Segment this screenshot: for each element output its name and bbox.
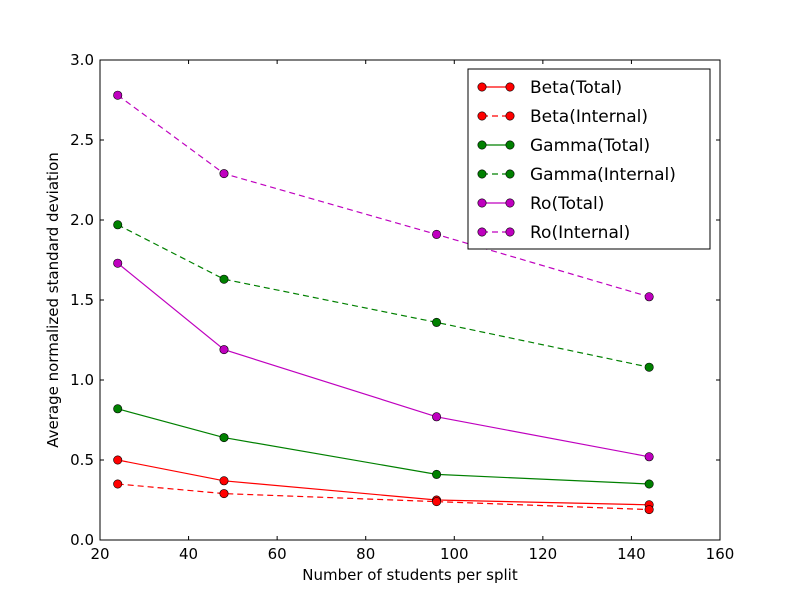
series-line	[117, 262, 650, 458]
x-tick-label: 160	[706, 545, 735, 563]
series-line	[117, 408, 650, 485]
data-point	[113, 258, 123, 268]
data-point	[219, 489, 229, 499]
data-point	[113, 455, 123, 465]
y-tick-label: 0.5	[70, 451, 94, 469]
data-point	[113, 90, 123, 100]
series-line	[117, 94, 650, 298]
data-point	[219, 169, 229, 179]
y-tick-label: 1.5	[70, 291, 94, 309]
data-point	[644, 452, 654, 462]
legend-label: Ro(Internal)	[530, 223, 630, 243]
data-point	[644, 362, 654, 372]
data-point	[432, 469, 442, 479]
legend-marker	[505, 111, 515, 121]
x-tick-label: 60	[268, 545, 287, 563]
legend-marker	[505, 169, 515, 179]
series-line	[117, 224, 650, 368]
series-line	[117, 459, 650, 506]
x-tick-label: 20	[90, 545, 109, 563]
data-point	[219, 274, 229, 284]
y-tick-label: 3.0	[70, 51, 94, 69]
ticks-layer: 20 40 60 80 100 120 140 160 0.0 0.5 1.0 1.5 2.0 2.5 3.…	[70, 51, 734, 563]
data-point	[432, 412, 442, 422]
data-point	[432, 317, 442, 327]
legend-label: Gamma(Total)	[530, 136, 650, 156]
data-point	[644, 479, 654, 489]
x-tick-label: 100	[440, 545, 469, 563]
data-point	[113, 479, 123, 489]
legend-marker	[477, 140, 487, 150]
data-point	[113, 220, 123, 230]
legend-label: Beta(Total)	[530, 78, 622, 98]
legend-label: Ro(Total)	[530, 194, 604, 214]
data-point	[219, 433, 229, 443]
y-tick-label: 2.5	[70, 131, 94, 149]
data-point	[644, 505, 654, 515]
legend-box	[467, 68, 711, 250]
legend-marker	[505, 82, 515, 92]
x-tick-label: 80	[356, 545, 375, 563]
data-point	[644, 292, 654, 302]
legend-marker	[477, 111, 487, 121]
legend-marker	[477, 169, 487, 179]
legend-marker	[477, 227, 487, 237]
legend-label: Gamma(Internal)	[530, 165, 676, 185]
y-axis-label: Average normalized standard deviation	[44, 152, 62, 448]
legend: Beta(Total) Beta(Internal) Gamma(Total) Gam…	[467, 68, 711, 250]
y-tick-label: 0.0	[70, 531, 94, 549]
y-tick-label: 2.0	[70, 211, 94, 229]
legend-marker	[505, 140, 515, 150]
series-line	[117, 483, 650, 511]
x-tick-label: 120	[529, 545, 558, 563]
series-layer	[113, 90, 654, 515]
y-tick-label: 1.0	[70, 371, 94, 389]
legend-label: Beta(Internal)	[530, 107, 648, 127]
data-point	[432, 497, 442, 507]
x-axis-label: Number of students per split	[302, 566, 518, 584]
data-point	[219, 345, 229, 355]
data-point	[113, 404, 123, 414]
data-point	[219, 476, 229, 486]
legend-marker	[505, 227, 515, 237]
legend-marker	[477, 82, 487, 92]
legend-marker	[477, 198, 487, 208]
x-tick-label: 140	[617, 545, 646, 563]
data-point	[432, 229, 442, 239]
x-tick-label: 40	[179, 545, 198, 563]
legend-marker	[505, 198, 515, 208]
